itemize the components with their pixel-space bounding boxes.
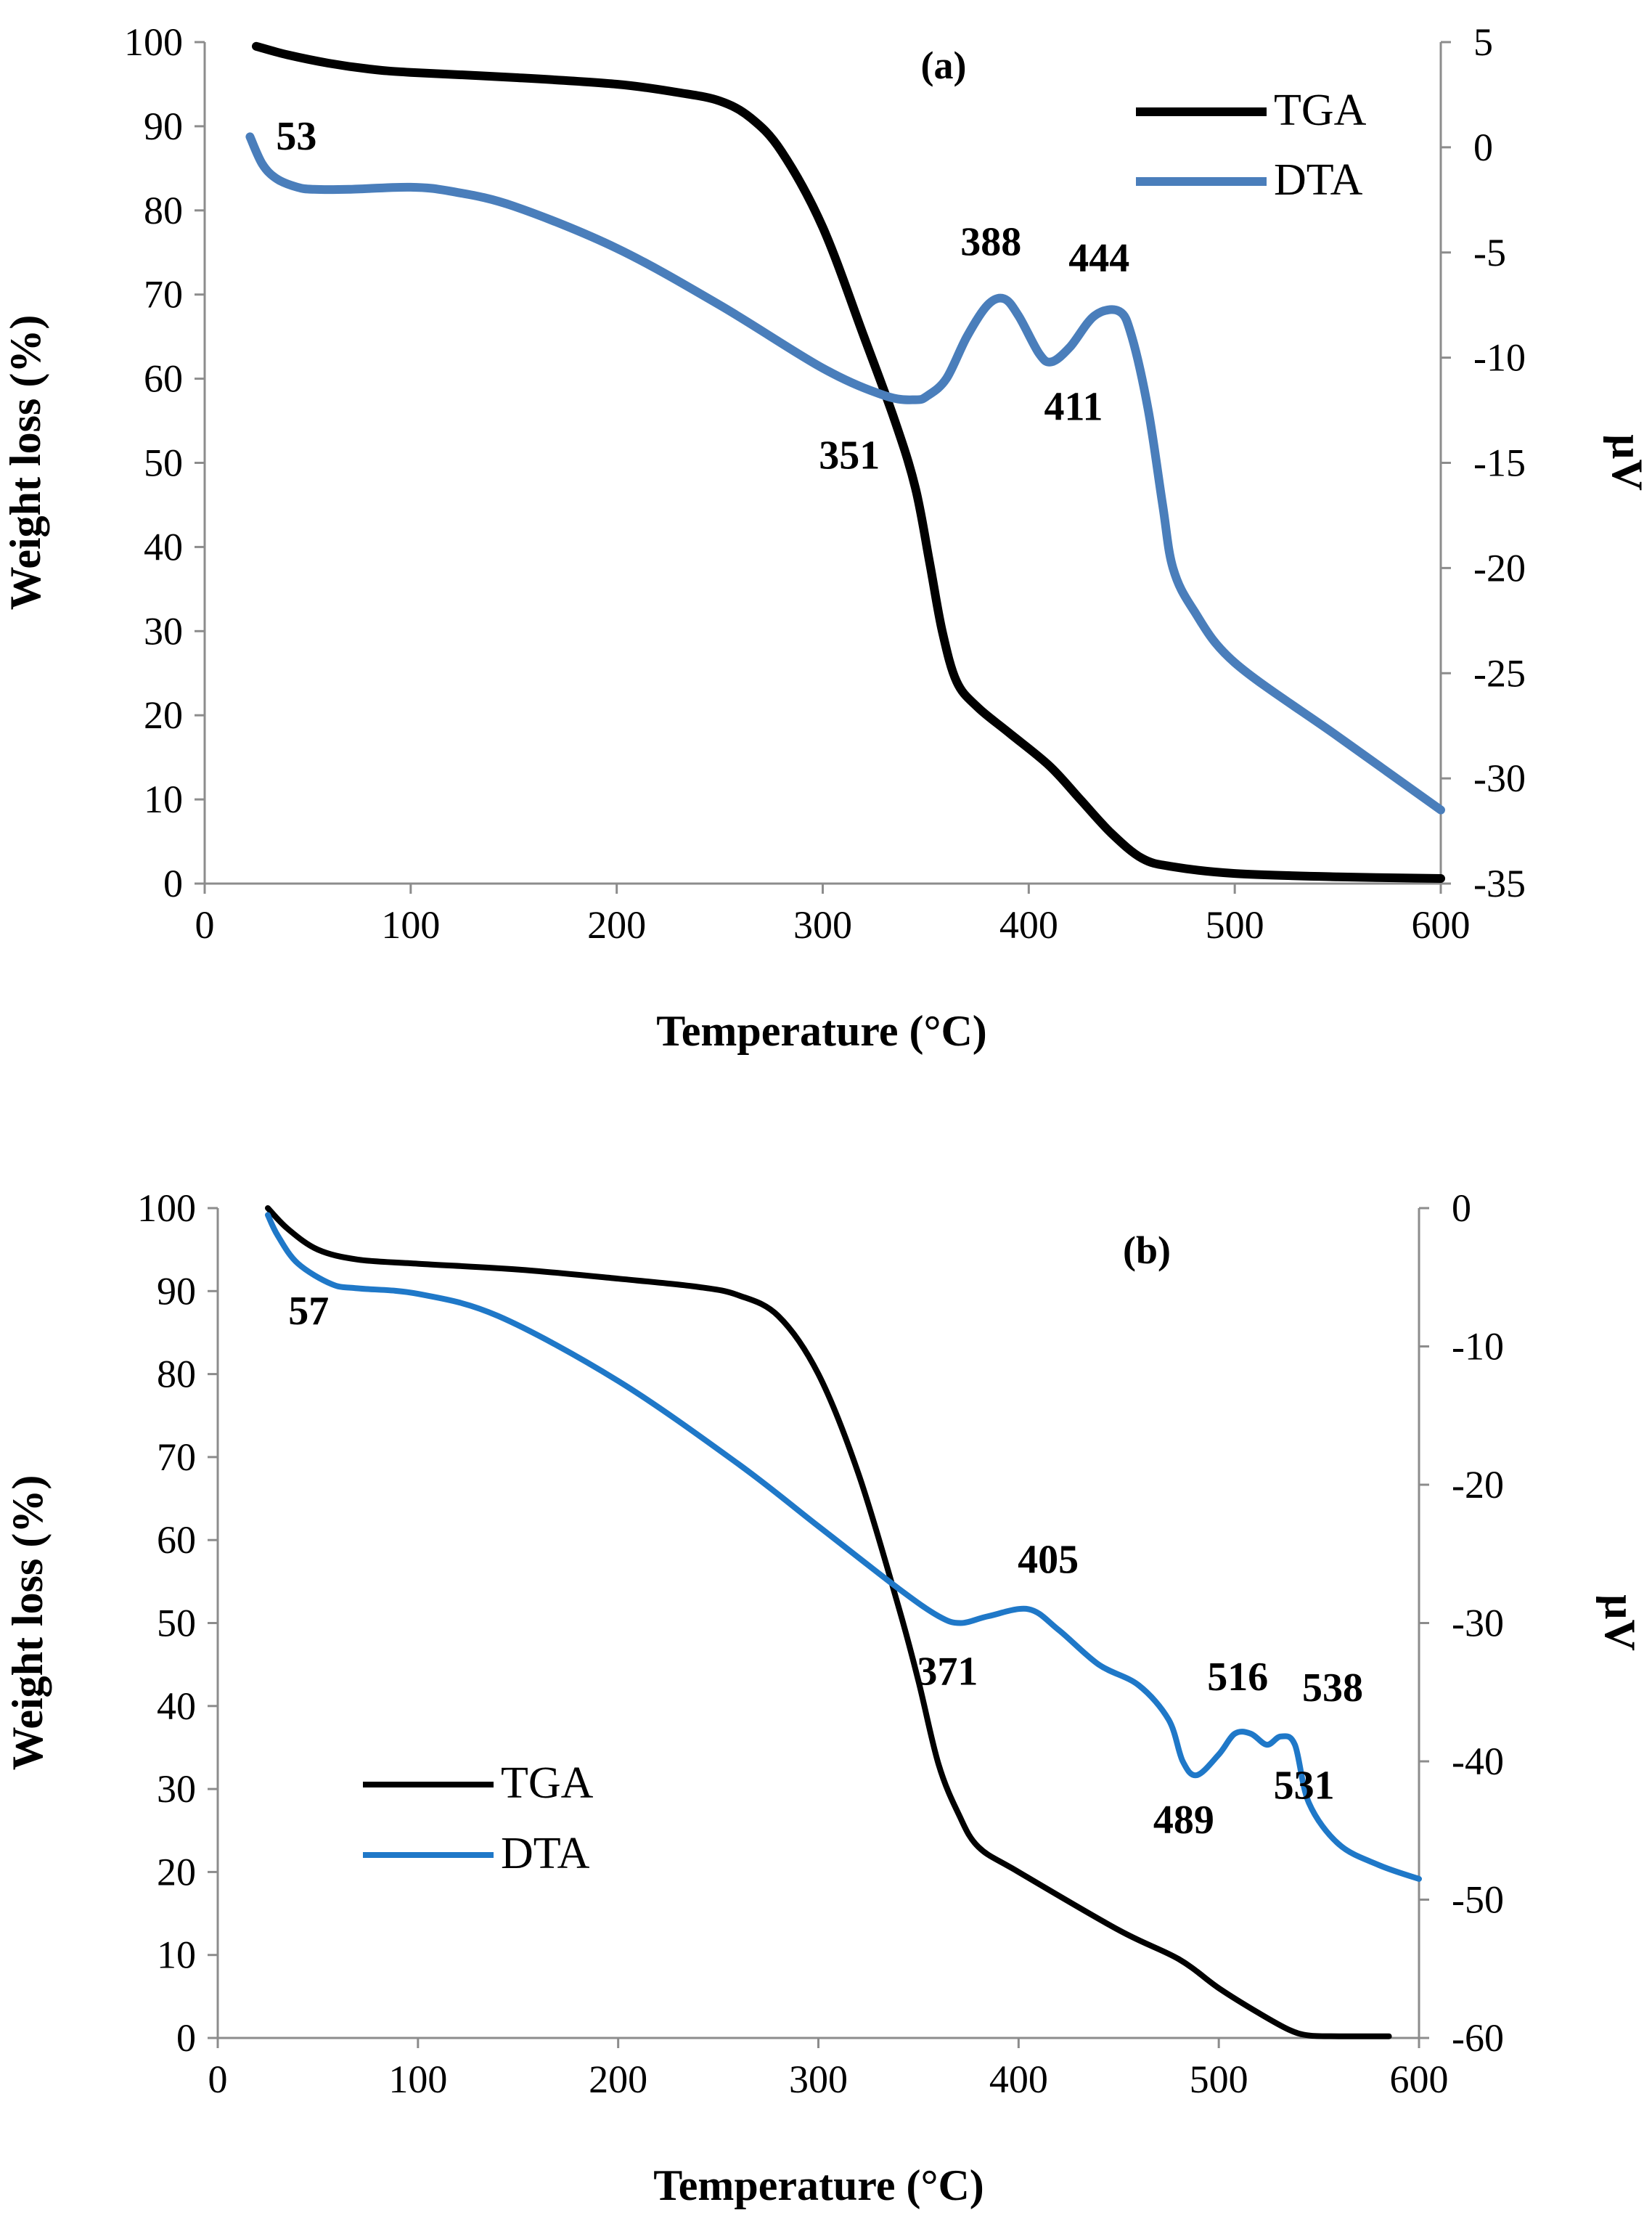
annotation-peak-label: 444 [1068,236,1129,281]
x-tick-label: 500 [1190,2058,1248,2101]
legend-label-dta: DTA [1274,155,1363,205]
x-tick-label: 600 [1412,903,1471,947]
legend-label-tga: TGA [501,1758,594,1808]
annotation-peak-label: 405 [1018,1537,1079,1582]
legend-label-tga: TGA [1274,86,1367,135]
x-axis-title: Temperature (°C) [656,1007,987,1055]
y2-tick-label: -40 [1452,1740,1504,1783]
y-tick-label: 60 [157,1518,196,1562]
y-axis-title: Weight loss (%) [4,1475,52,1771]
y2-tick-label: -25 [1473,651,1526,695]
x-tick-label: 400 [999,903,1058,947]
x-tick-label: 0 [195,903,215,947]
series-line-dta [245,132,1445,815]
x-tick-label: 100 [381,903,440,947]
annotation-peak-label: 516 [1207,1655,1268,1700]
x-tick-label: 600 [1390,2058,1449,2101]
y2-tick-label: 5 [1473,20,1493,64]
x-tick-label: 0 [208,2058,228,2101]
annotation-peak-label: 538 [1302,1666,1363,1711]
y-tick-label: 100 [124,20,183,64]
y-tick-label: 30 [157,1767,196,1811]
panel-label: (a) [921,44,967,87]
y2-tick-label: -60 [1452,2016,1504,2060]
y-tick-label: 50 [144,441,183,485]
series-line-dta [265,1212,1422,1882]
chart-panel-a: 0 100 200 300 400 500 600010203040506070809010… [1,20,1651,1055]
x-tick-label: 100 [388,2058,447,2101]
annotation-peak-label: 489 [1153,1798,1214,1843]
y2-axis-title: µV [1603,434,1651,491]
legend-label-dta: DTA [501,1829,590,1878]
y2-tick-label: 0 [1473,126,1493,169]
y2-tick-label: -5 [1473,231,1506,274]
y-tick-label: 30 [144,609,183,653]
y-axis-title: Weight loss (%) [1,315,49,611]
y-tick-label: 40 [157,1684,196,1728]
x-tick-label: 500 [1206,903,1264,947]
y-tick-label: 70 [144,273,183,317]
annotation-peak-label: 531 [1274,1763,1335,1808]
x-tick-label: 200 [587,903,646,947]
y2-tick-label: -35 [1473,862,1526,905]
y-tick-label: 70 [157,1435,196,1479]
x-tick-label: 300 [793,903,852,947]
y-tick-label: 90 [144,105,183,148]
y2-tick-label: -20 [1473,546,1526,590]
y-tick-label: 10 [144,778,183,821]
y-tick-label: 10 [157,1933,196,1977]
y2-tick-label: -15 [1473,441,1526,485]
series-line-tga [252,41,1445,883]
chart-panel-b: 0 100 200 300 400 500 600010203040506070809010… [4,1186,1644,2209]
annotation-peak-label: 351 [819,433,880,478]
y-tick-label: 20 [144,693,183,737]
y-tick-label: 80 [157,1353,196,1396]
annotation-peak-label: 57 [288,1289,329,1334]
x-tick-label: 300 [789,2058,848,2101]
annotation-peak-label: 53 [276,114,316,159]
x-tick-label: 400 [989,2058,1048,2101]
y-tick-label: 50 [157,1602,196,1645]
y2-tick-label: -50 [1452,1878,1504,1922]
y-tick-label: 0 [163,862,183,905]
annotation-peak-label: 371 [917,1650,978,1695]
panel-label: (b) [1123,1228,1171,1272]
y-tick-label: 90 [157,1269,196,1313]
series-line-tga [265,1205,1392,2039]
y-tick-label: 60 [144,357,183,401]
y-tick-label: 80 [144,189,183,232]
x-axis-title: Temperature (°C) [653,2161,984,2209]
y-tick-label: 20 [157,1850,196,1893]
y2-axis-title: µV [1596,1594,1644,1651]
annotation-peak-label: 388 [960,219,1021,264]
y-tick-label: 40 [144,525,183,568]
y2-tick-label: -10 [1452,1325,1504,1369]
y-tick-label: 0 [176,2016,196,2060]
y2-tick-label: -30 [1473,757,1526,800]
x-tick-label: 200 [589,2058,647,2101]
y2-tick-label: 0 [1452,1186,1471,1230]
annotation-peak-label: 411 [1044,384,1103,429]
y-tick-label: 100 [137,1186,196,1230]
y2-tick-label: -30 [1452,1602,1504,1645]
y2-tick-label: -10 [1473,336,1526,380]
y2-tick-label: -20 [1452,1463,1504,1507]
